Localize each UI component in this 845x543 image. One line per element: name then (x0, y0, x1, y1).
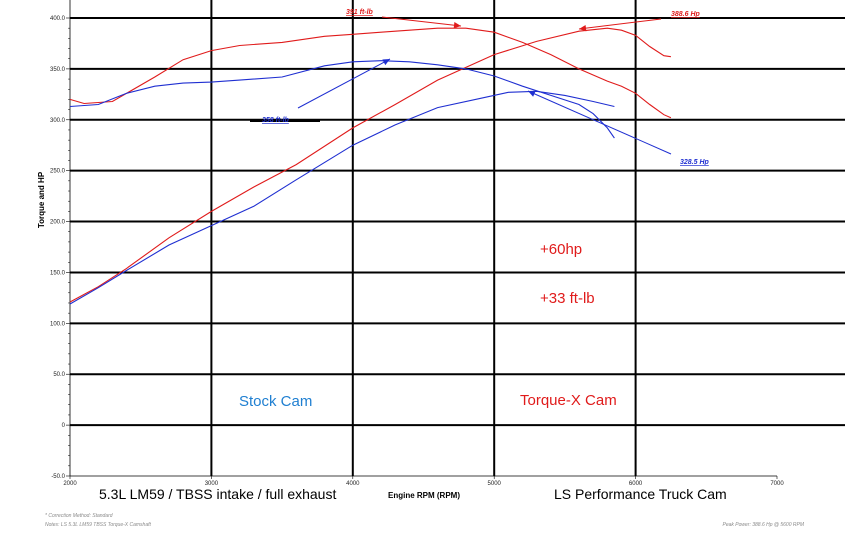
torque-x-peak-torque-arrow (381, 16, 462, 27)
x-tick-label: 6000 (629, 481, 643, 487)
torque-x-peak-hp-arrow (578, 18, 662, 30)
x-tick-label: 4000 (346, 481, 360, 487)
stock-peak-hp-label: 328.5 Hp (680, 159, 710, 166)
x-axis-title: Engine RPM (RPM) (388, 491, 460, 500)
y-tick-label: 50.0 (53, 372, 65, 378)
stock-peak-torque-label: 358 ft-lb (262, 117, 290, 124)
hp-gain-label: +60hp (540, 241, 582, 258)
torque-x-peak-torque-arrow-head (453, 22, 461, 29)
correction-footnote: * Correction Method: Standard (45, 513, 113, 519)
y-tick-label: 200.0 (50, 220, 66, 226)
y-tick-label: -50.0 (51, 474, 65, 480)
y-tick-label: 250.0 (50, 169, 66, 175)
peak-arrows (250, 16, 672, 155)
torque-x-peak-hp-label: 388.6 Hp (671, 11, 701, 18)
x-tick-label: 2000 (63, 481, 77, 487)
torque-x-hp-curve (69, 27, 671, 303)
stock-peak-torque-arrow-head (382, 59, 390, 66)
data-series (69, 27, 672, 305)
torque-x-peak-torque-label: 391 ft-lb (346, 9, 374, 16)
torque-x-cam-label: Torque-X Cam (520, 392, 617, 409)
stock-peak-hp-arrow (527, 90, 672, 155)
y-tick-label: 300.0 (50, 118, 66, 124)
stock-peak-hp-arrow-head (528, 90, 536, 97)
torque-x-torque-curve (69, 27, 672, 119)
torque-x-peak-hp-arrow-head (579, 24, 587, 32)
stock-torque-curve (69, 60, 615, 139)
torque-gain-label: +33 ft-lb (540, 290, 595, 307)
y-tick-label: 100.0 (50, 321, 66, 327)
x-tick-label: 3000 (205, 481, 219, 487)
y-tick-label: 400.0 (50, 16, 66, 22)
notes-footnote: Notes: LS 5.3L LM59 TBSS Torque-X Camsha… (45, 522, 151, 528)
grid-lines (66, 0, 845, 479)
tick-labels: 2000 3000 4000 5000 6000 7000 -50.0 0 50.0 100.0 1… (50, 16, 784, 487)
y-tick-label: 0 (62, 423, 66, 429)
y-tick-label: 350.0 (50, 67, 66, 73)
y-tick-label: 150.0 (50, 270, 66, 276)
left-caption: 5.3L LM59 / TBSS intake / full exhaust (99, 486, 336, 502)
y-axis-title: Torque and HP (37, 171, 46, 228)
stock-hp-curve (69, 90, 615, 305)
peak-power-footnote: Peak Power: 388.6 Hp @ 5600 RPM (722, 522, 804, 528)
x-tick-label: 5000 (488, 481, 502, 487)
x-tick-label: 7000 (770, 481, 784, 487)
right-caption: LS Performance Truck Cam (554, 486, 727, 502)
stock-cam-label: Stock Cam (239, 393, 312, 410)
stock-peak-torque-arrow (297, 58, 391, 109)
